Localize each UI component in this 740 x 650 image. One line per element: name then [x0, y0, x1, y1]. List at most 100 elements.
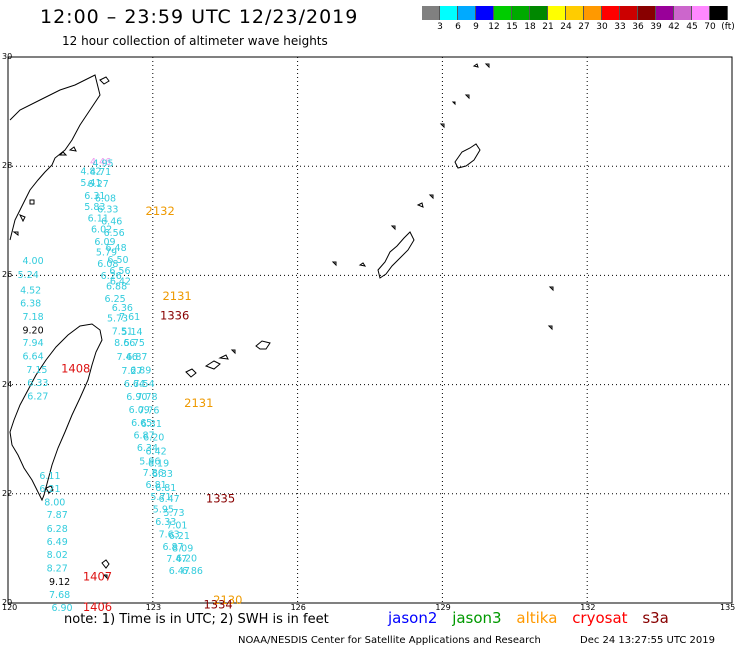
mission-jason2: jason2: [388, 609, 438, 627]
wave-height-value: 6.21: [39, 484, 60, 495]
color-swatch: [566, 6, 584, 20]
wave-height-value: 6.42: [146, 446, 167, 457]
wave-height-value: 7.54: [133, 379, 154, 390]
color-swatch: [476, 6, 494, 20]
lon-label: 123: [145, 603, 162, 612]
color-scale-label: 24: [560, 22, 572, 32]
taiwan-island: [9, 323, 103, 502]
wave-height-value: 5.83: [84, 202, 105, 213]
pass-time-label: 2132: [146, 204, 175, 218]
wave-height-value: 6.09: [129, 405, 150, 416]
wave-height-value: 6.25: [105, 294, 126, 305]
lat-label: 28: [2, 161, 13, 171]
lat-lon-grid: [7, 56, 733, 604]
color-swatch: [584, 6, 602, 20]
color-scale-unit: (ft): [721, 22, 735, 32]
color-scale-label: 21: [542, 22, 554, 32]
wave-height-value: 6.38: [20, 299, 41, 310]
wave-height-value: 7.78: [136, 392, 157, 403]
wave-height-value: 6.50: [107, 255, 128, 266]
wave-height-value: 6.49: [47, 537, 68, 548]
lon-label: 132: [580, 603, 596, 612]
wave-height-value: 6.08: [97, 259, 118, 270]
wave-height-value: 7.94: [22, 338, 43, 349]
amami-island: [454, 143, 481, 169]
wave-height-value: 7.63: [159, 529, 180, 540]
wave-height-value: 6.27: [27, 391, 48, 402]
wave-height-value: 6.20: [143, 432, 164, 443]
credit-text: NOAA/NESDIS Center for Satellite Applica…: [238, 635, 541, 646]
wave-height-value: 5.73: [107, 313, 128, 324]
wave-height-value: 6.33: [27, 378, 48, 389]
pass-time-label: 1334: [203, 597, 232, 611]
wave-height-value: 6.21: [169, 531, 190, 542]
color-scale-label: 18: [524, 22, 536, 32]
ryukyu-islets: [331, 63, 554, 331]
pass-time-label: 1335: [206, 492, 235, 506]
coastlines: [9, 63, 554, 580]
wave-height-value: 8.02: [47, 550, 68, 561]
wave-height-value: 4.71: [90, 167, 111, 178]
color-scale-label: 33: [614, 22, 626, 32]
wave-height-value: 5.79: [96, 248, 117, 259]
wave-height-value: 5.73: [163, 508, 184, 519]
units-note: note: 1) Time is in UTC; 2) SWH is in fe…: [64, 612, 329, 627]
wave-height-value: 4.95: [92, 159, 113, 170]
wave-height-value: 7.46: [117, 352, 138, 363]
color-swatch: [458, 6, 476, 20]
wave-height-observations: 4.464.954.824.715.416.276.316.085.836.33…: [18, 157, 203, 614]
mission-jason3: jason3: [452, 609, 502, 627]
lat-label: 24: [2, 379, 13, 389]
wave-height-value: 6.46: [101, 217, 122, 228]
china-islands: [12, 76, 110, 236]
color-swatch: [530, 6, 548, 20]
wave-height-value: 6.47: [169, 566, 190, 577]
color-scale-label: 45: [686, 22, 698, 32]
wave-height-value: 6.31: [141, 419, 162, 430]
wave-height-value: 7.18: [22, 312, 43, 323]
color-scale-label: 27: [578, 22, 590, 32]
lon-label: 120: [2, 603, 18, 612]
lat-label: 26: [2, 270, 13, 280]
wave-height-value: 6.08: [95, 194, 116, 205]
wave-height-value: 7.87: [47, 510, 68, 521]
color-scale-label: 3: [437, 22, 443, 32]
south-taiwan-islets: [45, 485, 110, 580]
wave-height-value: 6.64: [124, 379, 145, 390]
wave-height-value: 6.81: [155, 483, 176, 494]
wave-height-value: 7.68: [49, 590, 70, 601]
pass-time-label: 1336: [160, 309, 189, 323]
wave-height-value: 7.51: [112, 326, 133, 337]
wave-height-value: 7.01: [166, 521, 187, 532]
wave-height-value: 8.09: [172, 544, 193, 555]
color-swatch: [422, 6, 440, 20]
wave-height-value: 5.14: [121, 327, 142, 338]
color-swatch: [494, 6, 512, 20]
pass-time-label: 1408: [61, 362, 90, 376]
color-scale-label: 42: [668, 22, 680, 32]
wave-height-value: 6.31: [84, 191, 105, 202]
mission-legend: jason2 jason3 altika cryosat s3a: [388, 609, 679, 627]
wave-height-value: 6.34: [137, 443, 158, 454]
wave-height-value: 7.27: [121, 366, 142, 377]
wave-height-value: 6.26: [101, 271, 122, 282]
wave-height-value: 7.61: [119, 312, 140, 323]
lat-label: 22: [2, 488, 13, 498]
wave-height-value: 6.87: [133, 431, 154, 442]
color-swatch: [656, 6, 674, 20]
wave-height-value: 8.66: [114, 338, 135, 349]
lon-label: 129: [435, 603, 451, 612]
wave-height-value: 5.96: [139, 456, 160, 467]
wave-height-value: 6.48: [105, 243, 126, 254]
wave-height-value: 6.56: [109, 266, 130, 277]
miyako-yaeyama-islands: [185, 340, 271, 378]
color-scale-label: 12: [488, 22, 500, 32]
color-swatch: [692, 6, 710, 20]
wave-height-value: 7.47: [166, 554, 187, 565]
wave-height-value: 6.33: [155, 517, 176, 528]
color-swatch: [620, 6, 638, 20]
color-swatch: [440, 6, 458, 20]
generated-timestamp: Dec 24 13:27:55 UTC 2019: [580, 635, 715, 646]
wave-height-value: 6.86: [182, 566, 203, 577]
